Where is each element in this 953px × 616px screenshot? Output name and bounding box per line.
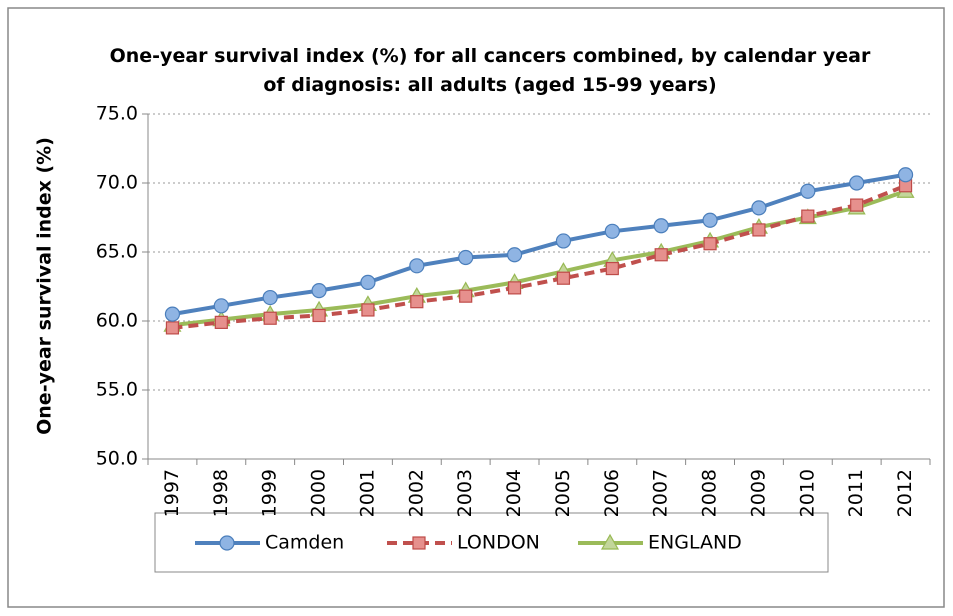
data-point: [556, 271, 571, 285]
data-point: [311, 283, 327, 299]
data-point: [801, 209, 815, 223]
y-tick-label: 50.0: [96, 448, 138, 470]
x-tick-label: 2010: [796, 469, 818, 517]
data-point: [850, 198, 864, 212]
y-tick-label: 55.0: [96, 379, 138, 401]
series-line: [172, 172, 906, 317]
series-line: [172, 183, 907, 330]
y-tick-label: 70.0: [96, 172, 138, 194]
data-point: [214, 315, 228, 329]
data-point: [653, 218, 669, 234]
x-tick-label: 2006: [601, 469, 623, 517]
x-tick-label: 2005: [552, 469, 574, 517]
series-line: [172, 189, 907, 328]
data-point: [751, 200, 767, 216]
legend-label: ENGLAND: [648, 532, 742, 554]
x-tick-label: 2000: [308, 469, 330, 517]
x-tick-label: 2011: [845, 469, 867, 517]
data-point: [263, 311, 277, 325]
legend-marker: [412, 536, 426, 550]
data-point: [555, 233, 572, 249]
data-point: [458, 249, 474, 266]
x-tick-label: 2003: [454, 469, 476, 517]
x-tick-label: 2012: [894, 469, 916, 517]
data-point: [752, 223, 766, 237]
data-point: [165, 321, 180, 335]
x-tick-label: 1999: [259, 469, 281, 517]
x-tick-label: 1998: [210, 469, 232, 517]
data-point: [800, 183, 816, 199]
data-point: [409, 258, 425, 274]
data-point: [361, 303, 375, 317]
data-point: [164, 306, 181, 322]
x-tick-label: 2001: [356, 469, 378, 517]
data-point: [410, 295, 424, 309]
legend-label: Camden: [265, 532, 344, 554]
data-point: [507, 281, 522, 295]
data-point: [312, 308, 326, 323]
x-tick-label: 2008: [699, 469, 721, 517]
data-point: [262, 289, 278, 306]
chart-border: [7, 7, 945, 608]
data-point: [703, 237, 717, 251]
data-point: [213, 298, 229, 314]
x-tick-label: 2002: [405, 469, 427, 517]
y-tick-label: 60.0: [96, 310, 138, 332]
data-point: [360, 274, 376, 290]
y-tick-label: 65.0: [96, 241, 138, 263]
x-tick-label: 1997: [161, 469, 183, 517]
legend-box: [154, 512, 829, 573]
x-tick-label: 2004: [503, 469, 525, 517]
y-axis-label: One-year survival index (%): [34, 137, 56, 435]
x-tick-label: 2009: [747, 469, 769, 517]
legend-marker: [600, 533, 620, 550]
chart-title: One-year survival index (%) for all canc…: [109, 45, 871, 96]
x-tick-label: 2007: [650, 469, 672, 517]
legend-marker: [219, 535, 235, 551]
data-point: [459, 289, 473, 303]
y-tick-label: 75.0: [96, 103, 138, 125]
data-point: [849, 175, 865, 191]
data-point: [604, 223, 620, 239]
data-point: [605, 261, 619, 276]
data-point: [897, 167, 914, 183]
data-point: [654, 248, 668, 262]
data-point: [702, 212, 718, 228]
data-point: [506, 247, 523, 263]
legend-label: LONDON: [457, 532, 540, 554]
